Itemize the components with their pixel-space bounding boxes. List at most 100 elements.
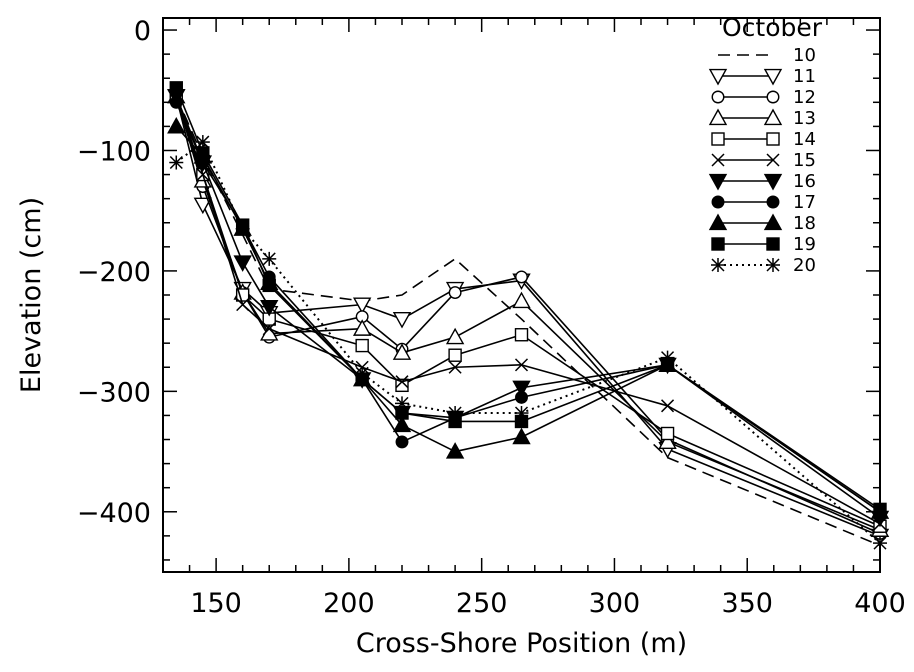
data-point [711, 153, 725, 167]
data-point [392, 311, 412, 329]
data-point [262, 322, 276, 336]
legend-label: 15 [793, 150, 816, 171]
legend-item-19: 19 [711, 234, 816, 255]
data-point [711, 90, 725, 104]
series-12 [169, 89, 887, 540]
data-point [514, 406, 529, 421]
data-point [169, 155, 184, 170]
legend-item-20: 20 [711, 255, 816, 276]
data-point [763, 68, 783, 86]
data-point [260, 299, 279, 317]
legend-label: 17 [793, 192, 816, 213]
legend-item-18: 18 [708, 213, 816, 234]
series-20 [169, 135, 887, 551]
data-point [514, 328, 529, 342]
data-point [711, 195, 725, 209]
series-line [175, 87, 881, 511]
legend-item-15: 15 [711, 150, 816, 171]
data-point [661, 399, 675, 413]
data-point [763, 213, 783, 231]
data-point [167, 116, 186, 134]
data-point [355, 338, 369, 353]
data-point [873, 502, 887, 517]
legend-label: 19 [793, 234, 816, 255]
data-point [766, 258, 780, 272]
data-point [236, 298, 250, 312]
legend-title: October [722, 13, 823, 42]
data-point [395, 396, 409, 411]
legend-item-17: 17 [711, 192, 816, 213]
x-tick-label: 150 [190, 588, 242, 619]
x-tick-label: 400 [854, 588, 906, 619]
legend-label: 16 [793, 171, 816, 192]
data-point [512, 291, 531, 309]
data-point [395, 378, 409, 393]
data-point-stroke [262, 322, 276, 336]
data-point [233, 255, 252, 272]
data-point [512, 427, 531, 445]
data-point [708, 173, 728, 191]
series-line [175, 96, 881, 537]
series-18 [167, 116, 890, 519]
data-point-stroke [514, 358, 529, 372]
data-point [515, 390, 528, 404]
data-point [445, 327, 465, 345]
series-layer [167, 81, 890, 551]
legend-item-11: 11 [708, 66, 816, 87]
x-tick-label: 300 [589, 588, 641, 619]
data-point [512, 380, 531, 398]
series-line [175, 101, 881, 513]
y-tick-label: −400 [77, 498, 151, 529]
data-point [448, 286, 462, 300]
data-point [708, 68, 728, 86]
data-point [658, 432, 677, 450]
y-tick-label: −200 [77, 257, 151, 288]
data-point [766, 90, 780, 104]
legend-label: 10 [793, 45, 816, 66]
legend-label: 14 [793, 129, 816, 150]
data-point [169, 81, 183, 95]
data-point [763, 173, 783, 191]
data-point [766, 132, 780, 146]
data-point [355, 366, 370, 381]
data-point [660, 350, 675, 365]
data-point [766, 237, 780, 251]
data-point [235, 288, 250, 302]
legend-item-12: 12 [711, 87, 816, 108]
data-point [448, 348, 462, 362]
data-point [195, 135, 210, 150]
y-tick-label: −300 [77, 377, 151, 408]
series-14 [169, 89, 887, 533]
x-axis-title: Cross-Shore Position (m) [356, 628, 687, 659]
legend-label: 20 [793, 255, 816, 276]
data-point [708, 213, 728, 231]
data-point [448, 406, 463, 421]
data-point [448, 360, 462, 374]
x-tick-label: 350 [721, 588, 773, 619]
data-point [262, 278, 276, 293]
series-11 [167, 89, 890, 546]
data-point [235, 221, 250, 236]
data-point [763, 108, 783, 126]
legend-item-14: 14 [711, 129, 816, 150]
legend-label: 11 [793, 66, 816, 87]
y-axis-title: Elevation (cm) [16, 197, 47, 393]
series-15 [169, 89, 887, 531]
data-point-stroke [661, 399, 675, 413]
data-point [445, 442, 465, 459]
legend-item-16: 16 [708, 171, 816, 192]
legend-item-13: 13 [708, 108, 816, 129]
data-point [711, 132, 725, 146]
y-axis: 0 −100 −200 −300 −400 [77, 16, 880, 561]
data-point [766, 153, 780, 167]
data-point [352, 297, 372, 315]
data-point [766, 195, 780, 209]
data-point [262, 251, 277, 266]
data-point [392, 343, 412, 360]
data-point [514, 358, 529, 372]
legend-label: 13 [793, 108, 816, 129]
data-point [352, 319, 372, 336]
